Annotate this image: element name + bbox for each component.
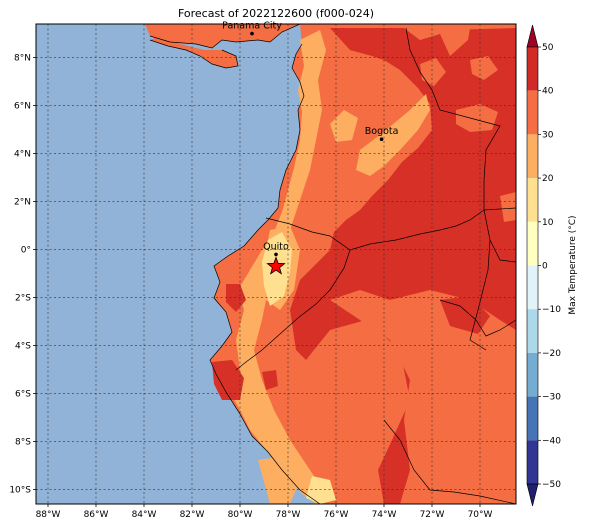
colorbar-segment bbox=[527, 309, 538, 353]
city-label: Bogota bbox=[365, 126, 399, 137]
location-star-icon bbox=[266, 256, 286, 275]
colorbar-segment bbox=[527, 178, 538, 222]
land-eastern-cordillera bbox=[356, 94, 430, 176]
lon-tick-label: 76°W bbox=[324, 510, 349, 520]
colorbar-segment bbox=[527, 47, 538, 91]
land-coastal-hot-3 bbox=[262, 370, 278, 390]
colorbar-tick-label: 20 bbox=[542, 174, 554, 184]
colorbar-tick-label: 30 bbox=[542, 130, 554, 140]
city-markers: Panama City Bogota Quito bbox=[222, 21, 398, 257]
lon-tick-label: 80°W bbox=[228, 510, 253, 520]
lat-tick-label: 8°N bbox=[14, 54, 31, 64]
city-dot bbox=[379, 137, 384, 141]
colorbar-extend-bottom bbox=[526, 483, 539, 507]
lon-tick-label: 74°W bbox=[372, 510, 397, 520]
land-north-patch bbox=[404, 28, 470, 56]
land-andes-band bbox=[230, 30, 330, 504]
colorbar-tick-label: 50 bbox=[542, 43, 554, 53]
lat-tick-label: 6°S bbox=[15, 390, 31, 400]
colorbar-tick-label: −20 bbox=[542, 349, 561, 359]
colorbar-tick-label: 10 bbox=[542, 218, 554, 228]
land-central-america bbox=[145, 24, 516, 48]
land-hot-patch-1 bbox=[440, 296, 490, 334]
colorbar-segment bbox=[527, 352, 538, 397]
colorbar-tick-label: 0 bbox=[542, 262, 548, 272]
city-label: Panama City bbox=[222, 21, 282, 32]
lon-tick-label: 72°W bbox=[420, 510, 445, 520]
lat-tick-label: 10°S bbox=[9, 486, 31, 496]
land-temperature-field bbox=[145, 24, 516, 504]
latitude-ticks: 8°N 6°N 4°N 2°N 0° 2°S 4°S 6°S 8°S 10°S bbox=[9, 54, 36, 496]
land-southeast bbox=[410, 320, 516, 504]
graticule bbox=[36, 24, 516, 504]
colorbar-segment bbox=[527, 396, 538, 441]
lon-tick-label: 86°W bbox=[84, 510, 109, 520]
colorbar-segment bbox=[527, 440, 538, 484]
land-panama bbox=[150, 36, 238, 68]
colorbar-tick-label: −50 bbox=[542, 480, 561, 490]
lat-tick-label: 4°N bbox=[14, 150, 31, 160]
colorbar-extend-top bbox=[526, 24, 539, 48]
colorbar-label: Max Temperature (°C) bbox=[568, 215, 578, 314]
land-andes-patch bbox=[330, 110, 358, 142]
colorbar-segment bbox=[527, 221, 538, 266]
land-patch-4 bbox=[470, 56, 498, 80]
map-frame bbox=[35, 23, 517, 505]
land-south-andes bbox=[258, 456, 300, 504]
land-coastal-hot-2 bbox=[226, 284, 246, 312]
map-title: Forecast of 2022122600 (f000-024) bbox=[177, 7, 375, 20]
lat-tick-label: 8°S bbox=[15, 438, 31, 448]
lat-tick-label: 2°N bbox=[14, 198, 31, 208]
colorbar: 50 40 30 20 10 0 −10 −20 −30 −40 −50 bbox=[526, 24, 561, 507]
colorbar-tick-label: −40 bbox=[542, 436, 561, 446]
colorbar-tick-label: 40 bbox=[542, 87, 554, 97]
city-label: Quito bbox=[263, 241, 289, 252]
city-dot bbox=[274, 252, 278, 257]
lon-tick-label: 84°W bbox=[132, 510, 157, 520]
colorbar-tick-label: −10 bbox=[542, 305, 561, 315]
land-cold-patch bbox=[306, 476, 336, 504]
country-borders bbox=[149, 24, 516, 504]
colorbar-tick-label: −30 bbox=[542, 393, 561, 403]
land-patch-5 bbox=[500, 192, 516, 222]
longitude-ticks: 88°W 86°W 84°W 82°W 80°W 78°W 76°W 74°W 72°W 70°W bbox=[36, 504, 493, 520]
city-dot bbox=[250, 31, 254, 36]
land-patch-1 bbox=[456, 104, 498, 132]
land-patch-2 bbox=[364, 64, 392, 90]
land-patch-3 bbox=[420, 58, 446, 86]
lon-tick-label: 70°W bbox=[468, 510, 493, 520]
lat-tick-label: 4°S bbox=[15, 342, 31, 352]
lon-tick-label: 88°W bbox=[36, 510, 61, 520]
lat-tick-label: 0° bbox=[21, 246, 31, 256]
lat-tick-label: 2°S bbox=[15, 294, 31, 304]
colorbar-segment bbox=[527, 90, 538, 135]
lon-tick-label: 78°W bbox=[276, 510, 301, 520]
colorbar-segment bbox=[527, 134, 538, 179]
colorbar-segment bbox=[527, 265, 538, 310]
lat-tick-label: 6°N bbox=[14, 102, 31, 112]
lon-tick-label: 82°W bbox=[180, 510, 205, 520]
